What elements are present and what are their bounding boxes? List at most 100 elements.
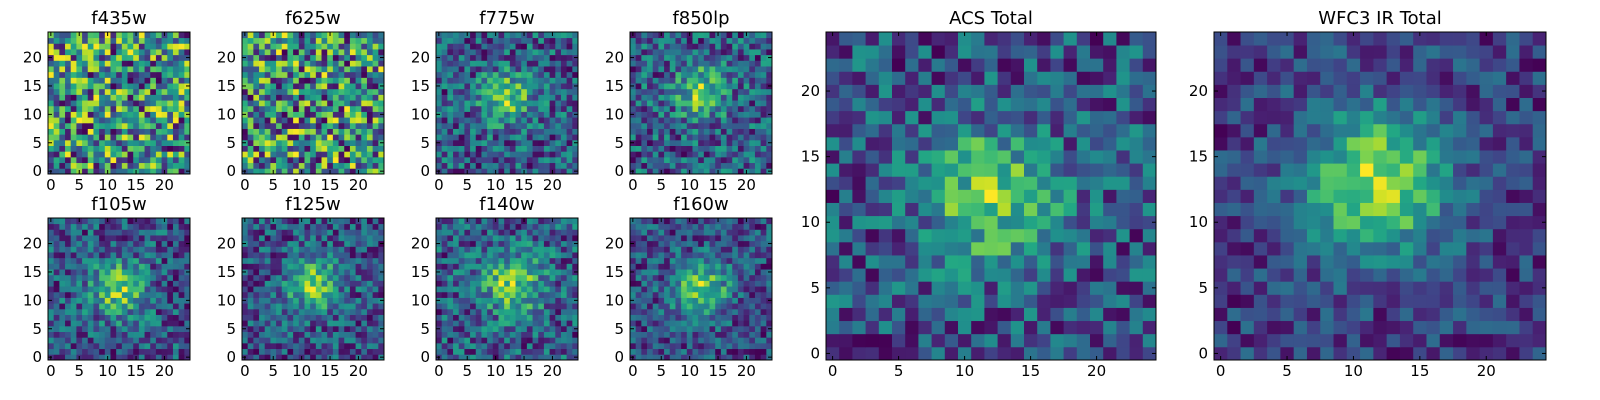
heatmap-cell <box>276 128 283 135</box>
heatmap-cell <box>464 223 471 230</box>
heatmap-cell <box>310 43 317 50</box>
heatmap-cell <box>298 348 305 355</box>
heatmap-cell <box>521 100 528 107</box>
heatmap-cell <box>253 274 260 281</box>
heatmap-cell <box>470 88 477 95</box>
heatmap-cell <box>48 252 55 259</box>
heatmap-cell <box>698 88 705 95</box>
heatmap-cell <box>53 71 60 78</box>
heatmap-cell <box>754 354 762 361</box>
heatmap-cell <box>760 105 767 112</box>
heatmap-cell <box>121 134 128 141</box>
heatmap-cell <box>276 252 283 259</box>
heatmap-cell <box>259 100 266 107</box>
heatmap-cell <box>475 286 482 293</box>
heatmap-cell <box>355 314 362 321</box>
heatmap-cell <box>532 128 539 135</box>
heatmap-cell <box>82 168 89 175</box>
heatmap-cell <box>560 83 568 90</box>
heatmap-cell <box>766 128 773 135</box>
heatmap-cell <box>686 94 693 101</box>
heatmap-cell <box>82 122 89 129</box>
heatmap-cell <box>549 111 556 118</box>
heatmap-cell <box>532 60 539 67</box>
heatmap-cell <box>276 122 283 129</box>
heatmap-cell <box>366 122 374 129</box>
heatmap-cell <box>532 314 539 321</box>
heatmap-cell <box>641 54 648 61</box>
heatmap-cell <box>675 314 682 321</box>
heatmap-cell <box>692 348 699 355</box>
heatmap-cell <box>310 122 317 129</box>
heatmap-cell <box>99 66 106 73</box>
heatmap-cell <box>321 71 328 78</box>
heatmap-cell <box>509 32 516 39</box>
heatmap-cell <box>150 320 157 327</box>
heatmap-cell <box>543 257 550 264</box>
heatmap-cell <box>253 66 260 73</box>
heatmap-cell <box>743 105 750 112</box>
heatmap-cell <box>310 223 317 230</box>
heatmap-cell <box>475 88 482 95</box>
heatmap-cell <box>743 274 750 281</box>
heatmap-cell <box>481 218 488 225</box>
heatmap-cell <box>555 320 562 327</box>
heatmap-cell <box>287 71 294 78</box>
heatmap-cell <box>287 303 294 310</box>
heatmap-cell <box>184 162 191 169</box>
heatmap-cell <box>372 83 379 90</box>
heatmap-cell <box>487 325 494 332</box>
heatmap-cell <box>669 274 676 281</box>
heatmap-cell <box>242 117 249 124</box>
heatmap-cell <box>572 60 579 67</box>
heatmap-cell <box>293 308 300 315</box>
heatmap-cell <box>321 151 328 158</box>
heatmap-cell <box>481 32 488 39</box>
heatmap-cell <box>498 88 505 95</box>
heatmap-cell <box>555 348 562 355</box>
heatmap-cell <box>144 354 151 361</box>
heatmap-cell <box>669 32 676 39</box>
heatmap-cell <box>504 60 511 67</box>
heatmap-cell <box>167 348 174 355</box>
heatmap-cell <box>453 151 460 158</box>
heatmap-cell <box>515 145 522 152</box>
heatmap-cell <box>669 139 676 146</box>
heatmap-cell <box>737 83 744 90</box>
heatmap-cell <box>675 320 682 327</box>
heatmap-cell <box>121 168 128 175</box>
heatmap-cell <box>560 134 568 141</box>
heatmap-cell <box>344 263 351 270</box>
y-tick-label: 10 <box>23 105 42 123</box>
heatmap-cell <box>515 162 522 169</box>
heatmap-cell <box>532 331 539 338</box>
heatmap-cell <box>355 223 362 230</box>
heatmap-cell <box>247 162 254 169</box>
heatmap-cell <box>281 342 288 350</box>
heatmap-cell <box>298 337 305 344</box>
heatmap-cell <box>737 111 744 118</box>
heatmap-cell <box>155 117 162 124</box>
heatmap-cell <box>298 314 305 321</box>
heatmap-cell <box>766 291 773 298</box>
heatmap-cell <box>737 94 744 101</box>
heatmap-cell <box>70 280 77 287</box>
heatmap-cell <box>658 128 665 135</box>
heatmap-cell <box>641 145 648 152</box>
heatmap-cell <box>630 342 637 350</box>
heatmap-cell <box>104 331 111 338</box>
heatmap-cell <box>178 286 185 293</box>
heatmap-cell <box>698 342 705 350</box>
heatmap-cell <box>378 94 385 101</box>
heatmap-cell <box>572 37 579 44</box>
heatmap-cell <box>526 77 533 84</box>
x-tick-label: 15 <box>514 362 533 380</box>
heatmap-cell <box>70 100 77 107</box>
heatmap-cell <box>532 105 539 112</box>
heatmap-cell <box>635 117 642 124</box>
heatmap-cell <box>121 156 128 164</box>
heatmap-cell <box>281 240 288 247</box>
heatmap-cell <box>270 43 277 50</box>
heatmap-cell <box>264 263 271 270</box>
heatmap-cell <box>441 71 448 78</box>
